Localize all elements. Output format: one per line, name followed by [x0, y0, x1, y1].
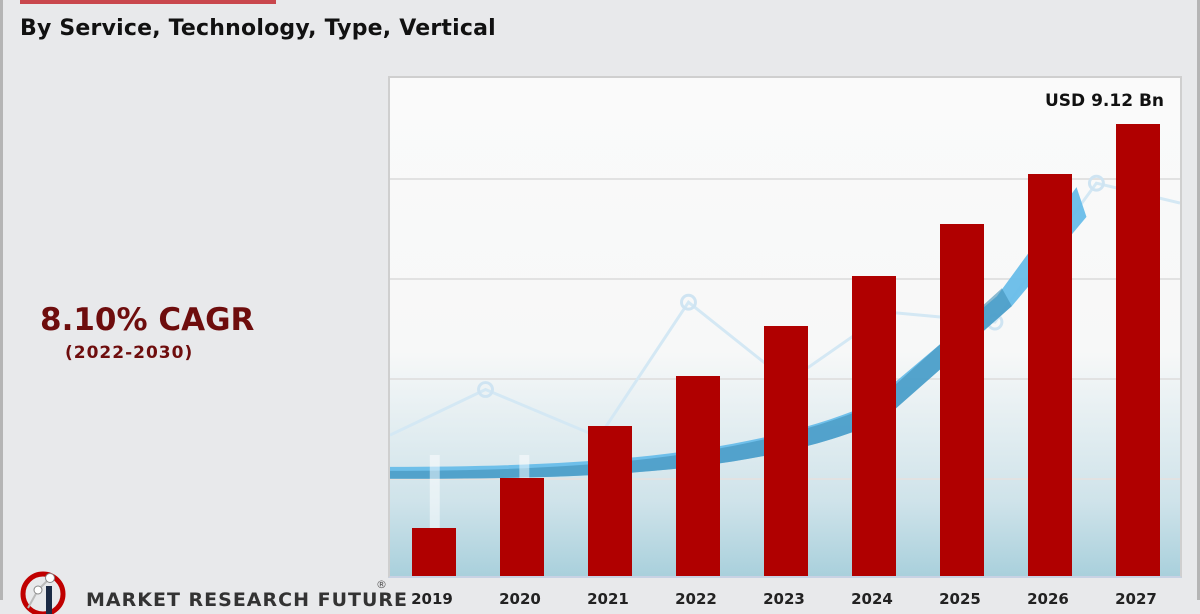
registered-mark: ® [376, 578, 387, 591]
bar-2019 [412, 528, 456, 576]
brand-name: MARKET RESEARCH FUTURE [86, 589, 408, 611]
plot-area: USD 9.12 Bn [388, 76, 1182, 578]
bar-2024 [852, 276, 896, 576]
gridline [390, 278, 1180, 280]
x-tick-label: 2026 [1027, 590, 1069, 608]
x-tick-label: 2019 [411, 590, 453, 608]
x-axis-labels: 2019 2020 2021 2022 2023 2024 2025 2026 … [388, 590, 1182, 610]
x-tick-label: 2020 [499, 590, 541, 608]
title-underline [20, 0, 276, 4]
x-tick-label: 2025 [939, 590, 981, 608]
bar-2021 [588, 426, 632, 576]
bar-2026 [1028, 174, 1072, 576]
x-tick-label: 2027 [1115, 590, 1157, 608]
bar-2022 [676, 376, 720, 576]
bar-value-label: USD 9.12 Bn [1045, 91, 1164, 111]
bar-2027 [1116, 124, 1160, 576]
cagr-value: 8.10% CAGR [40, 302, 255, 338]
gridline [390, 178, 1180, 180]
chart-subtitle: By Service, Technology, Type, Vertical [20, 16, 496, 41]
bar-2020 [500, 478, 544, 576]
x-tick-label: 2024 [851, 590, 893, 608]
right-border [1197, 0, 1200, 600]
x-tick-label: 2023 [763, 590, 805, 608]
x-tick-label: 2022 [675, 590, 717, 608]
bar-2025 [940, 224, 984, 576]
mrfr-logo-icon [20, 571, 66, 614]
x-tick-label: 2021 [587, 590, 629, 608]
cagr-period: (2022-2030) [65, 343, 194, 363]
bar-2023 [764, 326, 808, 576]
left-border [0, 0, 3, 600]
